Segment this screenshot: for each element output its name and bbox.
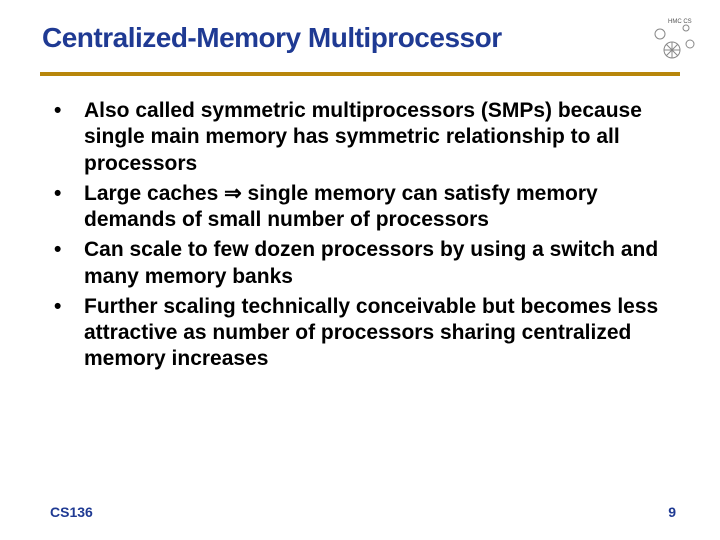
bullet-item: Large caches ⇒ single memory can satisfy… <box>50 181 670 234</box>
bullet-text: Can scale to few dozen processors by usi… <box>84 238 658 287</box>
slide-title: Centralized-Memory Multiprocessor <box>42 22 502 54</box>
bullet-list: Also called symmetric multiprocessors (S… <box>50 98 670 373</box>
slide-content: Also called symmetric multiprocessors (S… <box>50 98 670 377</box>
bullet-strong: symmetric multiprocessors (SMPs) <box>201 99 552 122</box>
slide: Centralized-Memory Multiprocessor HMC CS… <box>0 0 720 540</box>
title-underline <box>40 72 680 76</box>
logo-text-top: HMC CS <box>668 19 692 25</box>
footer-page-number: 9 <box>668 504 676 520</box>
logo-svg: HMC CS <box>646 14 700 62</box>
bullet-text: Also called <box>84 99 201 122</box>
bullet-text: Further scaling technically conceivable … <box>84 295 658 371</box>
bullet-item: Further scaling technically conceivable … <box>50 294 670 373</box>
corner-logo: HMC CS <box>646 14 700 62</box>
bullet-text: Large caches <box>84 182 224 205</box>
bullet-item: Can scale to few dozen processors by usi… <box>50 237 670 290</box>
bullet-item: Also called symmetric multiprocessors (S… <box>50 98 670 177</box>
arrow-icon: ⇒ <box>224 182 242 205</box>
footer-course-code: CS136 <box>50 504 93 520</box>
